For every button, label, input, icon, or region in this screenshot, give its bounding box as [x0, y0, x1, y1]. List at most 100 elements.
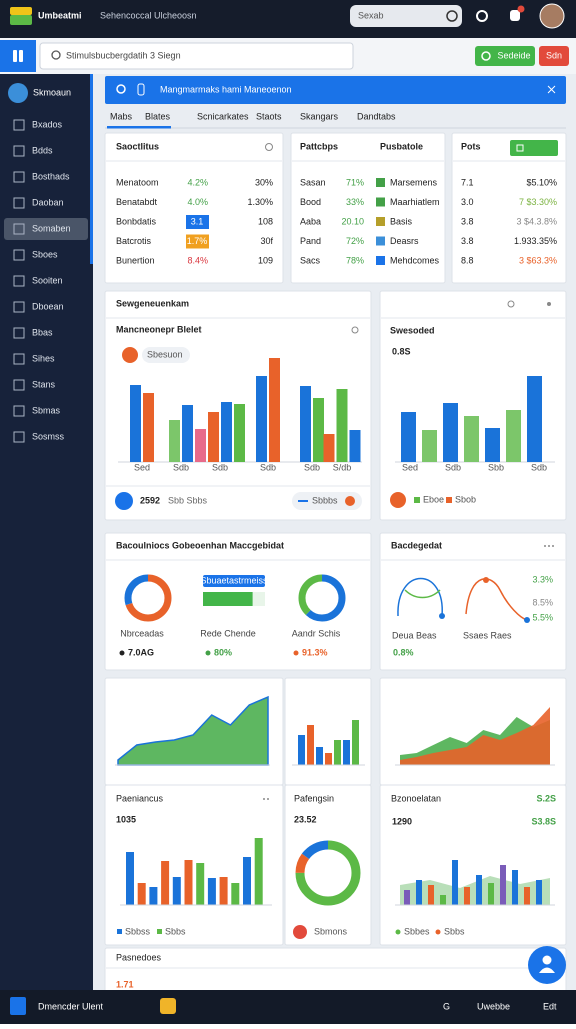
bar: [182, 405, 193, 462]
nav-item[interactable]: Dboean: [32, 301, 64, 311]
status-label[interactable]: G: [443, 1001, 450, 1011]
caption: Deua Beas: [392, 630, 437, 640]
banner: [105, 76, 566, 104]
app-icon[interactable]: [160, 998, 176, 1014]
card-title: Pots: [461, 141, 481, 151]
menu-button[interactable]: [0, 40, 36, 72]
active-item: [4, 218, 88, 240]
scroll-indicator: [90, 74, 93, 264]
bar: [536, 880, 542, 905]
danger-button[interactable]: [539, 46, 569, 66]
donut-label: Rede Chende: [200, 628, 256, 638]
search-input[interactable]: [39, 42, 354, 70]
row-label: Bood: [300, 197, 321, 207]
side-label: 3.3%: [532, 574, 553, 584]
trend-value: 0.8%: [393, 647, 414, 657]
bell-icon[interactable]: [510, 10, 520, 21]
legend-label: Sbob: [455, 494, 476, 504]
button-label: Sdn: [546, 50, 562, 60]
area: [400, 707, 550, 765]
legend-icon: [293, 925, 307, 939]
nav-item[interactable]: Bxados: [32, 119, 63, 129]
legend-swatch: [376, 217, 385, 226]
icon: [13, 50, 17, 62]
card-title: Paeniancus: [116, 793, 164, 803]
tab[interactable]: Blates: [145, 111, 171, 121]
row-qty: 3.0: [461, 197, 474, 207]
icon: [516, 144, 524, 152]
bar: [130, 385, 141, 462]
nav-item[interactable]: Somaben: [32, 223, 71, 233]
bar: [234, 404, 245, 462]
donut-segment: [124, 574, 172, 622]
footer-button[interactable]: [292, 492, 362, 510]
row-label: Bonbdatis: [116, 216, 157, 226]
nav-icon: [13, 431, 25, 443]
nav-item[interactable]: Daoban: [32, 197, 64, 207]
card: [290, 132, 446, 284]
logo: [10, 15, 32, 25]
tab[interactable]: Skangars: [300, 111, 339, 121]
tab[interactable]: Staots: [256, 111, 282, 121]
icon: [351, 326, 359, 334]
chip: [203, 575, 265, 587]
settings-icon[interactable]: [476, 10, 488, 22]
nav-item[interactable]: Sbmas: [32, 405, 61, 415]
row-qty: 8.8: [461, 255, 474, 265]
nav-icon: [13, 223, 25, 235]
legend-swatch: [376, 236, 385, 246]
row-value: 1.30%: [247, 197, 273, 207]
bar: [325, 753, 332, 765]
nav-item[interactable]: Bdds: [32, 145, 53, 155]
badge: S3.8S: [531, 816, 556, 826]
bar: [401, 412, 416, 462]
nav-item[interactable]: Bbas: [32, 327, 53, 337]
nav-item[interactable]: Sooiten: [32, 275, 63, 285]
tab[interactable]: Scnicarkates: [197, 111, 249, 121]
legend-swatch: [376, 197, 385, 207]
chip[interactable]: [142, 347, 190, 363]
badge: [186, 234, 209, 249]
legend-label: Sbmons: [314, 926, 348, 936]
kpi-value: 1290: [392, 816, 412, 826]
icon: [263, 798, 265, 800]
bar: [269, 358, 280, 462]
status-label[interactable]: Uwebbe: [477, 1001, 510, 1011]
fab[interactable]: [528, 946, 566, 984]
nav-item[interactable]: Sosmss: [32, 431, 65, 441]
badge: [517, 5, 525, 13]
bar: [476, 875, 482, 905]
bar: [422, 430, 437, 462]
row-qty: 3.8: [461, 236, 474, 246]
tab[interactable]: Dandtabs: [357, 111, 396, 121]
nav-item[interactable]: Stans: [32, 379, 56, 389]
bar: [207, 878, 216, 905]
side-label: 8.5%: [532, 597, 553, 607]
row-amount: 3 $4.3.8%: [516, 216, 557, 226]
chip-icon: [122, 347, 138, 363]
icon: [483, 577, 489, 583]
legend-label: Sbbes: [404, 926, 430, 936]
trend-line: [465, 578, 528, 621]
row-label: Sacs: [300, 255, 321, 265]
avatar[interactable]: [539, 3, 565, 29]
bar: [527, 376, 542, 462]
bar: [524, 887, 530, 905]
row-label: Menatoom: [116, 177, 159, 187]
row-legend: Basis: [390, 216, 413, 226]
primary-button[interactable]: [475, 46, 535, 66]
nav-item[interactable]: Sihes: [32, 353, 55, 363]
card-title: Saoctlitus: [116, 141, 159, 151]
tab[interactable]: Mabs: [110, 111, 133, 121]
subtitle: Sehencoccal Ulcheoosn: [100, 10, 197, 20]
card-title: Bacdegedat: [391, 540, 442, 550]
card-title: Pattcbps: [300, 141, 338, 151]
dot: [293, 650, 299, 656]
search-box[interactable]: [350, 5, 462, 27]
nav-item[interactable]: Bosthads: [32, 171, 70, 181]
status-label[interactable]: Edt: [543, 1001, 557, 1011]
nav-item[interactable]: Sboes: [32, 249, 58, 259]
card-button[interactable]: [510, 140, 558, 156]
legend-icon: [390, 492, 406, 508]
